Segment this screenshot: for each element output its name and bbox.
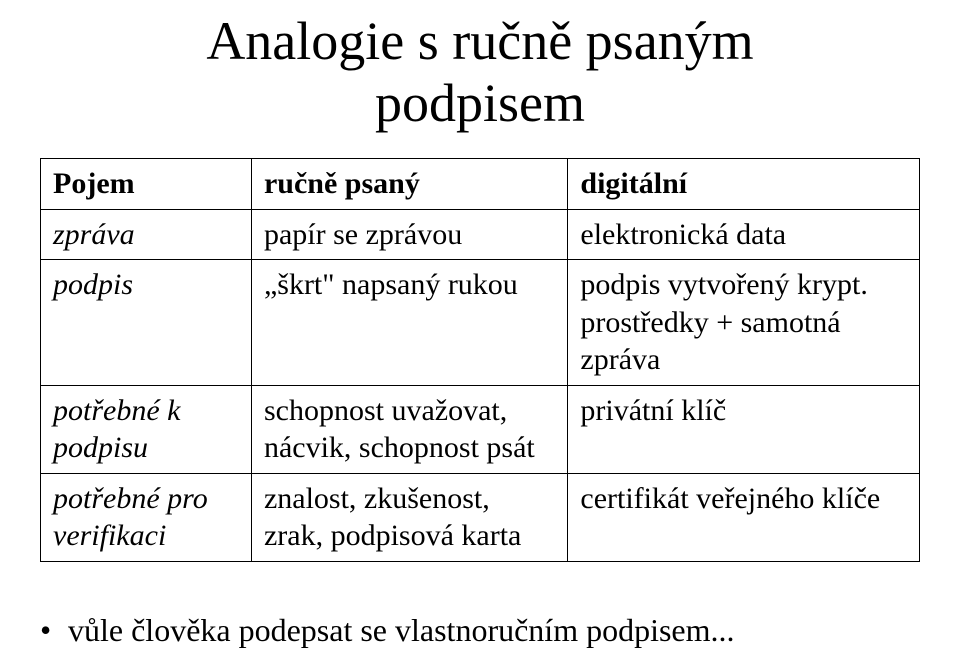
table-row: potřebné pro verifikaci znalost, zkušeno…: [41, 473, 920, 561]
header-col2: ručně psaný: [251, 159, 567, 210]
cell-r3c2: schopnost uvažovat, nácvik, schopnost ps…: [251, 385, 567, 473]
cell-r4c2: znalost, zkušenost, zrak, podpisová kart…: [251, 473, 567, 561]
cell-r3c3: privátní klíč: [568, 385, 920, 473]
cell-r4c1: potřebné pro verifikaci: [41, 473, 252, 561]
cell-r3c1: potřebné k podpisu: [41, 385, 252, 473]
cell-r2c1: podpis: [41, 260, 252, 386]
cell-r1c3: elektronická data: [568, 209, 920, 260]
cell-r1c1: zpráva: [41, 209, 252, 260]
table-row: podpis „škrt" napsaný rukou podpis vytvo…: [41, 260, 920, 386]
title-line1: Analogie s ručně psaným: [206, 11, 753, 71]
table-row: zpráva papír se zprávou elektronická dat…: [41, 209, 920, 260]
bullet-text: vůle člověka podepsat se vlastnoručním p…: [68, 612, 735, 648]
title-line2: podpisem: [375, 73, 585, 133]
header-col1: Pojem: [41, 159, 252, 210]
cell-r4c3: certifikát veřejného klíče: [568, 473, 920, 561]
bullet-line: • vůle člověka podepsat se vlastnoručním…: [40, 612, 920, 649]
header-col3: digitální: [568, 159, 920, 210]
bullet-dot-icon: •: [40, 612, 60, 649]
cell-r2c2: „škrt" napsaný rukou: [251, 260, 567, 386]
page: Analogie s ručně psaným podpisem Pojem r…: [0, 0, 960, 670]
table-header-row: Pojem ručně psaný digitální: [41, 159, 920, 210]
cell-r1c2: papír se zprávou: [251, 209, 567, 260]
page-title: Analogie s ručně psaným podpisem: [40, 10, 920, 134]
table-row: potřebné k podpisu schopnost uvažovat, n…: [41, 385, 920, 473]
cell-r2c3: podpis vytvořený krypt. prostředky + sam…: [568, 260, 920, 386]
definitions-table: Pojem ručně psaný digitální zpráva papír…: [40, 158, 920, 562]
